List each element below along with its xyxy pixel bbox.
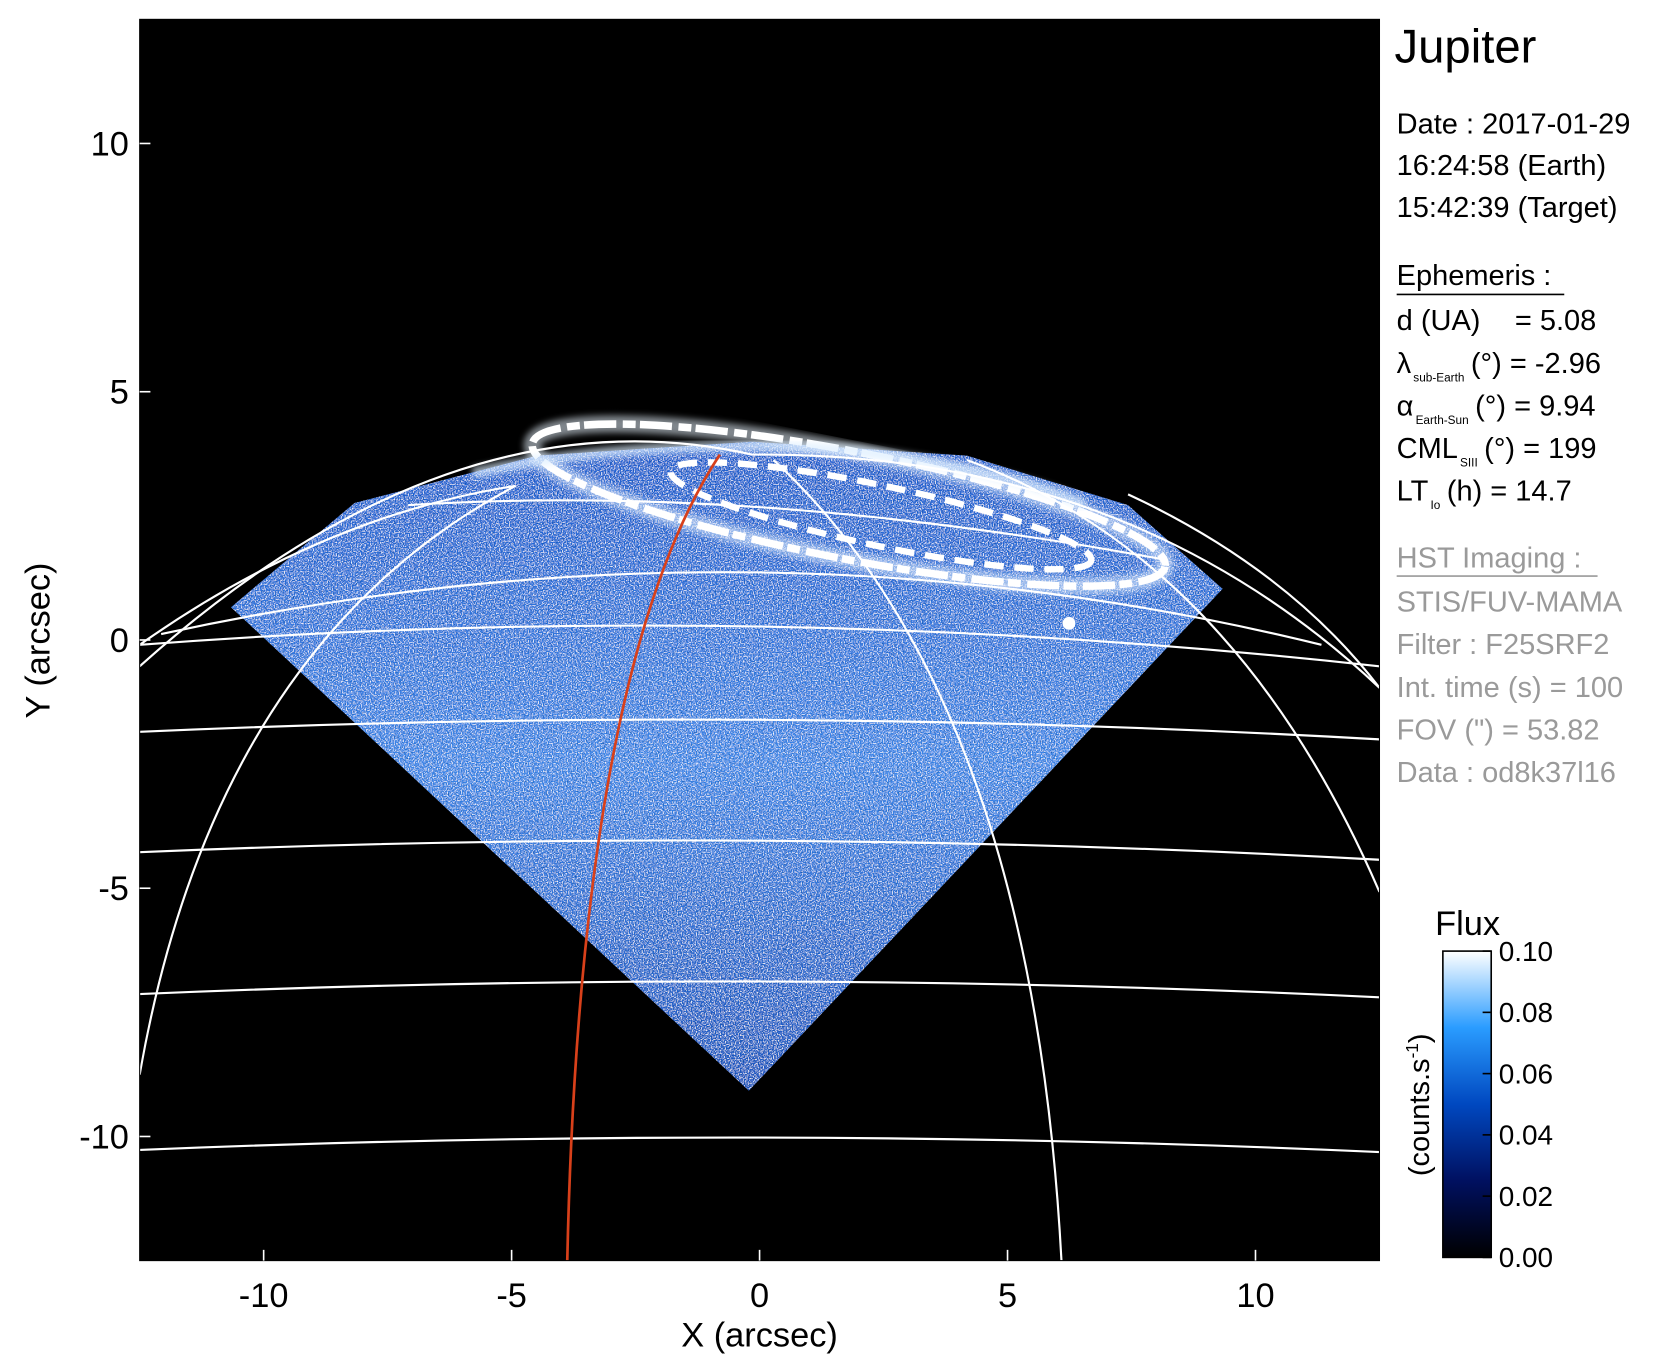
- y-axis-title: Y (arcsec): [19, 563, 57, 719]
- symbol: λ: [1397, 348, 1412, 380]
- colorbar-tick-label: 0.02: [1499, 1181, 1553, 1212]
- ephemeris-row: CML SIII (°) = 199: [1397, 433, 1597, 470]
- central-meridian: [565, 453, 721, 1261]
- subscript: SIII: [1460, 455, 1478, 469]
- y-tick-label: -5: [98, 870, 129, 908]
- colorbar-label: (counts.s-1): [1402, 1033, 1436, 1176]
- imaging-row: Int. time (s) = 100: [1397, 672, 1623, 704]
- label-end: ): [1404, 1033, 1436, 1043]
- x-tick-label: 10: [1236, 1277, 1274, 1315]
- image: [139, 415, 1380, 1261]
- date-line: Date : 2017-01-29: [1397, 108, 1631, 140]
- x-tick-label: 5: [998, 1277, 1017, 1315]
- imaging-row: FOV (") = 53.82: [1397, 714, 1600, 746]
- imaging-row: Data : od8k37l16: [1397, 757, 1616, 789]
- colorbar-tick-label: 0.06: [1499, 1058, 1553, 1089]
- label: (counts.s: [1404, 1058, 1436, 1176]
- colorbar-tick-label: 0.00: [1499, 1242, 1553, 1273]
- ephemeris-row: α Earth-Sun (°) = 9.94: [1397, 390, 1596, 427]
- x-axis-title: X (arcsec): [681, 1317, 838, 1355]
- ephemeris-row: λ sub-Earth (°) = -2.96: [1397, 348, 1601, 385]
- value: (°) = -2.96: [1471, 348, 1601, 380]
- ephemeris-row: LT Io (h) = 14.7: [1397, 475, 1572, 512]
- aurora: [471, 415, 1174, 630]
- colorbar-tick-label: 0.08: [1499, 997, 1553, 1028]
- section-title: HST Imaging :: [1397, 542, 1582, 574]
- y-tick-label: -10: [79, 1118, 129, 1156]
- label-superscript: -1: [1402, 1043, 1422, 1058]
- subscript: Earth-Sun: [1416, 413, 1469, 427]
- value: (h) = 14.7: [1447, 475, 1572, 507]
- x-tick-label: 0: [750, 1277, 769, 1315]
- colorbar: [1442, 950, 1493, 1259]
- colorbar-tick-label: 0.10: [1499, 936, 1553, 967]
- ephemeris-rows: λ sub-Earth (°) = -2.96 α Earth-Sun (°) = 9.9…: [1397, 348, 1601, 512]
- section-title: Ephemeris :: [1397, 260, 1552, 292]
- value: = 5.08: [1515, 305, 1596, 337]
- y-tick-label: 10: [91, 125, 129, 163]
- planet-title: Jupiter: [1395, 20, 1537, 73]
- x-tick-label: -5: [496, 1277, 527, 1315]
- y-tick-label: 5: [110, 374, 129, 412]
- subscript: Io: [1431, 498, 1441, 512]
- colorbar-title: Flux: [1435, 905, 1500, 943]
- x-tick-label: -10: [239, 1277, 289, 1315]
- ephemeris-row: d (UA) = 5.08: [1397, 305, 1597, 337]
- y-tick-label: 0: [110, 622, 129, 660]
- value: (°) = 199: [1484, 433, 1596, 465]
- axes: -10 -5 0 5 10 -10 -5 0 5 10: [79, 125, 1274, 1315]
- symbol: LT: [1397, 475, 1429, 507]
- colorbar-ticks: 0.00 0.02 0.04 0.06 0.08 0.10: [1482, 936, 1553, 1273]
- date-line: 16:24:58 (Earth): [1397, 150, 1607, 182]
- label: d (UA): [1397, 305, 1481, 337]
- symbol: α: [1397, 390, 1414, 422]
- imaging-row: Filter : F25SRF2: [1397, 629, 1610, 661]
- imaging-row: STIS/FUV-MAMA: [1397, 586, 1623, 618]
- colorbar-tick-label: 0.04: [1499, 1120, 1553, 1151]
- symbol: CML: [1397, 433, 1458, 465]
- subscript: sub-Earth: [1413, 371, 1464, 385]
- imaging-rows: STIS/FUV-MAMA Filter : F25SRF2 Int. time (…: [1397, 586, 1623, 789]
- date-line: 15:42:39 (Target): [1397, 192, 1618, 224]
- lat-lon-grid: [139, 440, 1380, 1261]
- value: (°) = 9.94: [1475, 390, 1595, 422]
- image-disk: [230, 441, 1223, 1091]
